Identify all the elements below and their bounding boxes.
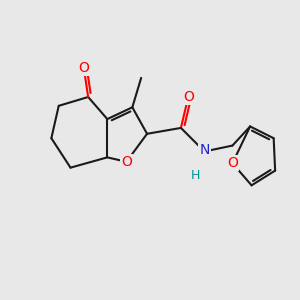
Text: O: O (121, 155, 132, 169)
Text: H: H (191, 169, 200, 182)
Text: N: N (199, 143, 210, 157)
Text: O: O (227, 156, 238, 170)
Text: O: O (78, 61, 89, 75)
Text: O: O (183, 90, 194, 104)
